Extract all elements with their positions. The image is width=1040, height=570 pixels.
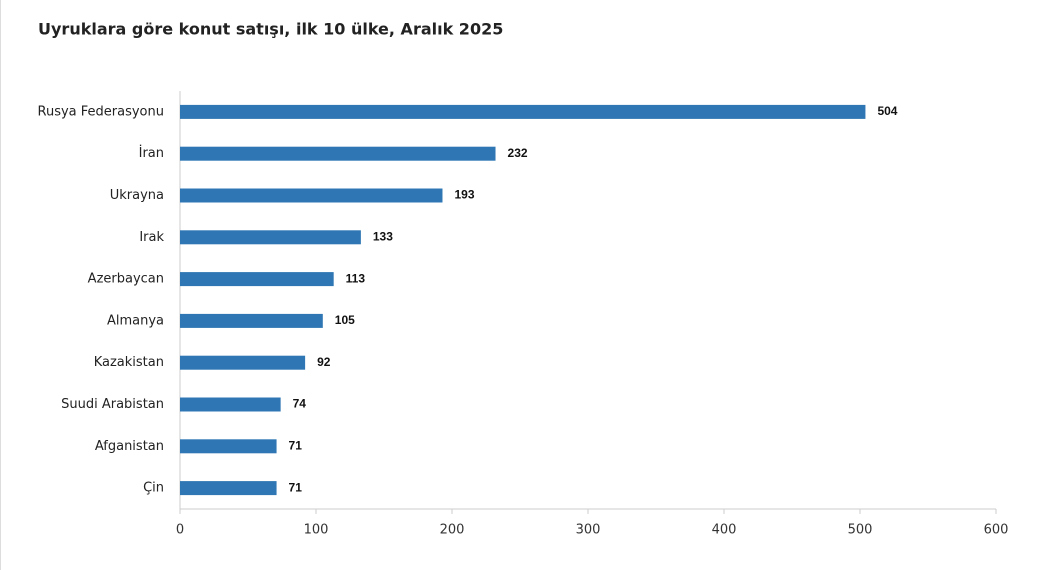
y-tick-label: İran <box>139 145 164 161</box>
y-tick-label: Azerbaycan <box>88 272 164 287</box>
bar <box>180 355 306 370</box>
bar <box>180 439 277 454</box>
x-tick-label: 400 <box>712 523 737 538</box>
y-tick-label: Suudi Arabistan <box>61 397 164 412</box>
data-label: 232 <box>508 146 528 160</box>
chart-title: Uyruklara göre konut satışı, ilk 10 ülke… <box>38 20 503 39</box>
x-tick-label: 500 <box>848 523 873 538</box>
x-tick-label: 600 <box>984 523 1009 538</box>
y-tick-label: Ukrayna <box>110 188 164 203</box>
data-label: 71 <box>289 438 303 452</box>
x-tick-label: 200 <box>440 523 465 538</box>
x-tick-label: 100 <box>304 523 329 538</box>
y-tick-label: Çin <box>143 481 164 496</box>
y-tick-label: Kazakistan <box>94 355 164 370</box>
data-label: 504 <box>877 104 897 118</box>
data-label: 105 <box>335 313 355 327</box>
bar <box>180 146 496 161</box>
data-label: 71 <box>289 480 303 494</box>
bar <box>180 230 361 245</box>
data-label: 113 <box>346 271 366 285</box>
y-tick-label: Irak <box>139 230 164 245</box>
bar <box>180 313 323 328</box>
bar <box>180 188 443 203</box>
data-label: 193 <box>454 188 474 202</box>
y-tick-label: Afganistan <box>95 439 164 454</box>
bar <box>180 272 334 287</box>
x-tick-label: 300 <box>576 523 601 538</box>
bar <box>180 397 281 412</box>
x-tick-label: 0 <box>176 523 184 538</box>
data-label: 74 <box>293 397 307 411</box>
y-tick-label: Rusya Federasyonu <box>38 104 164 119</box>
data-label: 133 <box>373 229 393 243</box>
y-tick-label: Almanya <box>107 313 164 328</box>
bar <box>180 481 277 496</box>
bar <box>180 104 866 119</box>
data-label: 92 <box>317 355 331 369</box>
